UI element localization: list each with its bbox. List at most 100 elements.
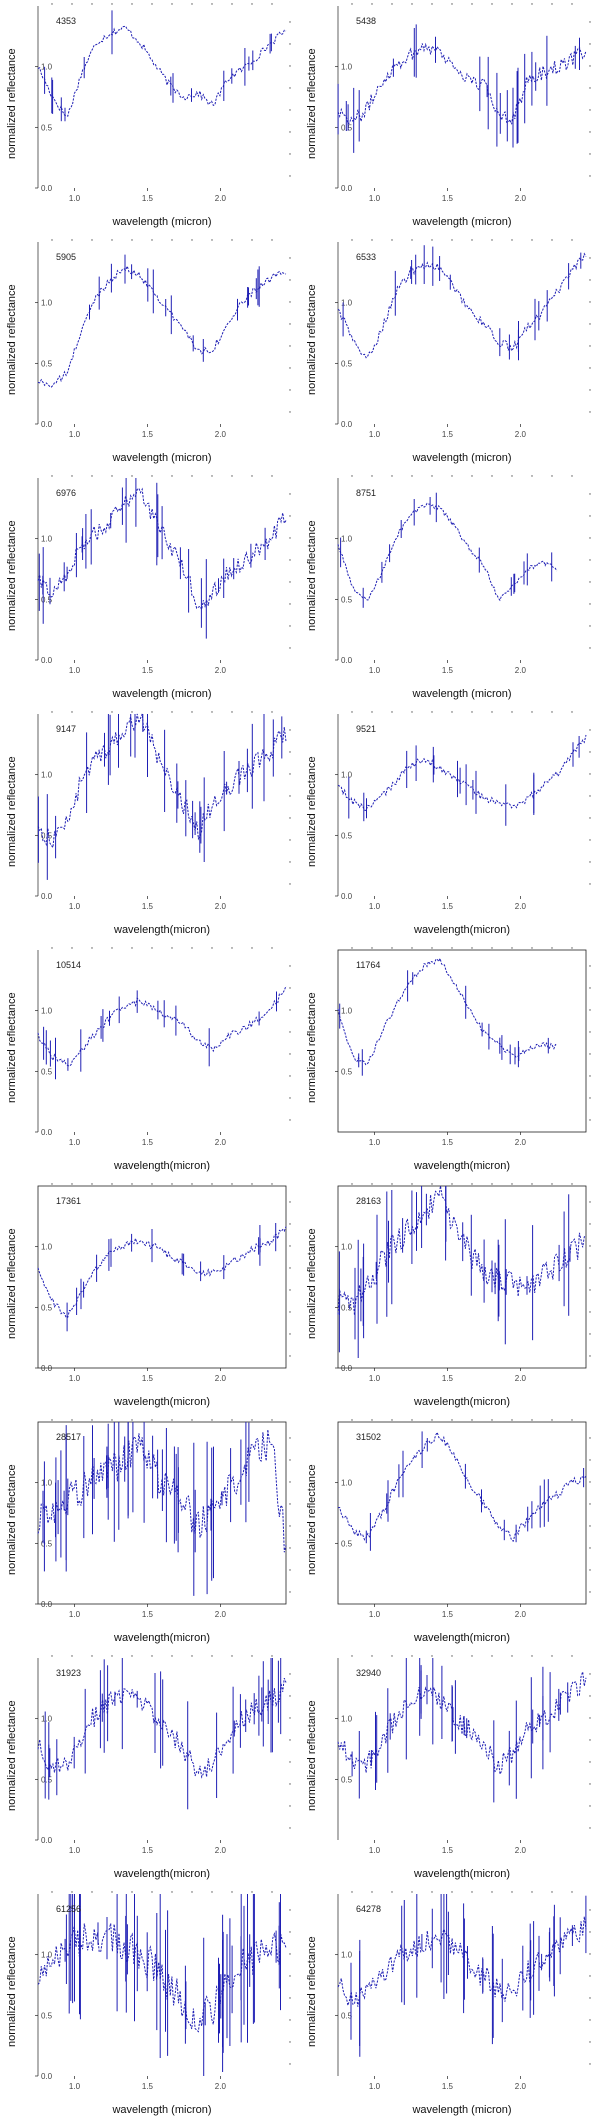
right-dot-tick: [289, 131, 291, 133]
y-tick-label: 1.0: [341, 1951, 353, 1960]
top-dot-tick: [211, 239, 213, 241]
x-axis-title: wavelength (micron): [112, 688, 212, 700]
x-tick-label: 1.5: [142, 1610, 154, 1619]
right-dot-tick: [589, 1503, 591, 1505]
x-tick-label: 2.0: [215, 1138, 227, 1147]
top-dot-tick: [351, 1183, 353, 1185]
x-tick-label: 2.0: [215, 902, 227, 911]
top-dot-tick: [351, 1891, 353, 1893]
y-tick-label: 0.0: [41, 1600, 53, 1609]
top-dot-tick: [231, 3, 233, 5]
right-dot-tick: [589, 515, 591, 517]
top-dot-tick: [371, 1183, 373, 1185]
top-dot-tick: [551, 239, 553, 241]
right-dot-tick: [289, 625, 291, 627]
top-dot-tick: [491, 475, 493, 477]
top-dot-tick: [571, 947, 573, 949]
right-dot-tick: [289, 87, 291, 89]
top-dot-tick: [211, 1419, 213, 1421]
top-dot-tick: [411, 3, 413, 5]
top-dot-tick: [511, 1891, 513, 1893]
x-tick-label: 2.0: [515, 2082, 527, 2091]
right-dot-tick: [289, 773, 291, 775]
top-dot-tick: [171, 711, 173, 713]
spectrum-panel: 0.0 0.5 1.0 1.0 1.5 2.0 28163 normalized reflec…: [300, 1180, 600, 1416]
sample-id: 6976: [56, 488, 77, 498]
right-dot-tick: [289, 965, 291, 967]
right-dot-tick: [289, 1097, 291, 1099]
top-dot-tick: [51, 711, 53, 713]
right-dot-tick: [589, 1355, 591, 1357]
sample-id: 5438: [356, 16, 377, 26]
x-axis-title: wavelength(micron): [414, 1160, 510, 1172]
right-dot-tick: [589, 257, 591, 259]
right-dot-tick: [289, 1673, 291, 1675]
y-axis-title: normalized reflectance: [306, 1228, 318, 1339]
right-dot-tick: [289, 65, 291, 67]
y-tick-label: 1.0: [41, 1951, 53, 1960]
top-dot-tick: [191, 1655, 193, 1657]
right-dot-tick: [289, 751, 291, 753]
top-dot-tick: [451, 475, 453, 477]
spectrum-plot: 0.0 0.5 1.0 1.0 1.5 2.0: [35, 1183, 291, 1383]
top-dot-tick: [171, 1655, 173, 1657]
plot-frame: [37, 1185, 287, 1369]
right-dot-tick: [289, 175, 291, 177]
spectrum-panel: 0.0 0.5 1.0 1.0 1.5 2.0 6533 normalized reflect…: [300, 236, 600, 472]
y-tick-label: 1.0: [41, 1007, 53, 1016]
top-dot-tick: [151, 947, 153, 949]
x-tick-label: 1.5: [442, 1138, 454, 1147]
right-dot-tick: [289, 1311, 291, 1313]
top-dot-tick: [171, 1419, 173, 1421]
right-dot-tick: [589, 625, 591, 627]
right-dot-tick: [289, 1975, 291, 1977]
top-dot-tick: [351, 3, 353, 5]
top-dot-tick: [551, 3, 553, 5]
right-dot-tick: [289, 839, 291, 841]
right-dot-tick: [289, 1437, 291, 1439]
right-dot-tick: [589, 581, 591, 583]
right-dot-tick: [589, 323, 591, 325]
top-dot-tick: [551, 947, 553, 949]
y-tick-label: 0.5: [341, 1539, 353, 1548]
x-tick-label: 1.0: [69, 430, 81, 439]
right-dot-tick: [289, 1267, 291, 1269]
spectrum-plot: 0.0 0.5 1.0 1.0 1.5 2.0: [335, 239, 591, 439]
spectrum-plot: 1.0 0.5 1.0 1.5 2.0: [335, 947, 591, 1147]
x-tick-label: 2.0: [215, 1846, 227, 1855]
top-dot-tick: [371, 239, 373, 241]
y-tick-label: 0.0: [41, 656, 53, 665]
top-dot-tick: [531, 3, 533, 5]
spectrum-series-line: [37, 25, 287, 117]
right-dot-tick: [289, 301, 291, 303]
y-tick-label: 0.0: [41, 1364, 53, 1373]
spectrum-panel: 0.0 0.5 1.0 1.0 1.5 2.0 9521 normalized reflect…: [300, 708, 600, 944]
top-dot-tick: [151, 711, 153, 713]
x-tick-label: 1.5: [142, 2082, 154, 2091]
x-axis-title: wavelength(micron): [114, 924, 210, 936]
spectrum-plot: 0.0 0.5 1.0 1.0 1.5 2.0: [335, 475, 591, 675]
top-dot-tick: [471, 1891, 473, 1893]
x-tick-label: 2.0: [515, 666, 527, 675]
top-dot-tick: [511, 711, 513, 713]
spectrum-plot: 0.0 0.5 1.0 1.0 1.5 2.0: [35, 3, 291, 203]
spectrum-series-line: [37, 1226, 287, 1319]
spectrum-plot: 0.0 0.5 1.0 1.0 1.5 2.0: [335, 3, 591, 203]
spectrum-plot: 0.0 0.5 1.0 1.0 1.5 2.0: [35, 239, 291, 439]
top-dot-tick: [391, 711, 393, 713]
top-dot-tick: [431, 3, 433, 5]
top-dot-tick: [111, 239, 113, 241]
top-dot-tick: [51, 1183, 53, 1185]
y-tick-label: 1.0: [41, 771, 53, 780]
x-axis-title: wavelength(micron): [114, 1160, 210, 1172]
top-dot-tick: [211, 1183, 213, 1185]
x-tick-label: 2.0: [215, 666, 227, 675]
right-dot-tick: [589, 131, 591, 133]
top-dot-tick: [371, 475, 373, 477]
x-tick-label: 1.0: [369, 430, 381, 439]
top-dot-tick: [51, 1419, 53, 1421]
x-axis-title: wavelength(micron): [414, 1868, 510, 1880]
top-dot-tick: [351, 1655, 353, 1657]
top-dot-tick: [71, 711, 73, 713]
right-dot-tick: [289, 367, 291, 369]
